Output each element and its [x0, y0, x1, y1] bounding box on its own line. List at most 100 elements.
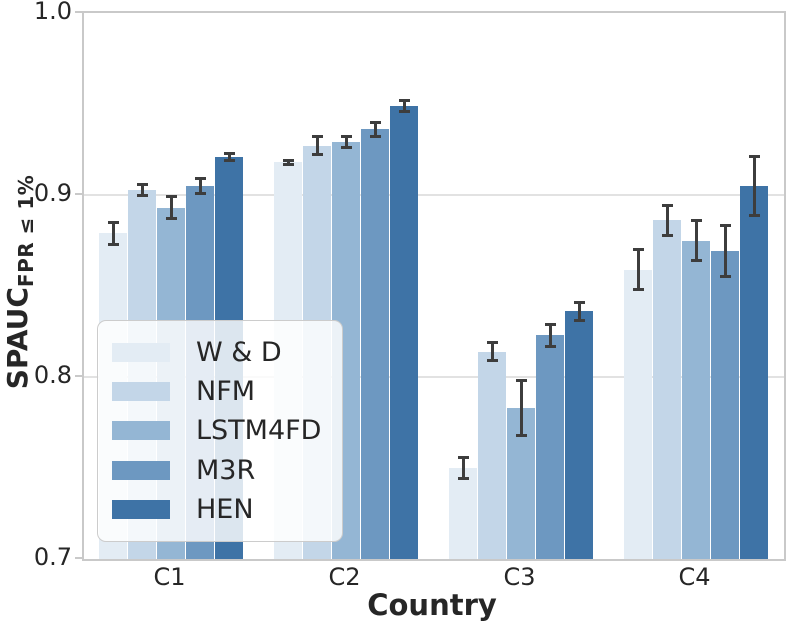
- error-bar-cap: [573, 319, 585, 323]
- error-bar-cap: [486, 340, 498, 344]
- error-bar-cap: [165, 195, 177, 199]
- x-tick-label: C2: [328, 563, 361, 591]
- error-bar-cap: [632, 248, 644, 252]
- error-bar: [636, 249, 640, 290]
- error-bar: [373, 122, 377, 137]
- legend-item: LSTM4FD: [112, 417, 328, 444]
- error-bar-cap: [194, 177, 206, 181]
- legend-swatch: [112, 421, 170, 441]
- bar: [624, 269, 652, 559]
- error-bar-cap: [515, 433, 527, 437]
- error-bar-cap: [690, 218, 702, 222]
- x-tick-label: C3: [503, 563, 536, 591]
- error-bar-cap: [690, 259, 702, 263]
- error-bar: [665, 205, 669, 236]
- y-tick-label: 0.8: [33, 361, 72, 389]
- error-bar: [519, 380, 523, 436]
- error-bar: [111, 222, 115, 245]
- error-bar: [723, 225, 727, 277]
- error-bar-cap: [369, 135, 381, 139]
- error-bar-cap: [398, 109, 410, 113]
- y-tick-mark: [75, 375, 83, 377]
- legend-item: HEN: [112, 496, 328, 523]
- error-bar-cap: [311, 135, 323, 139]
- legend-label: M3R: [196, 454, 256, 486]
- error-bar: [694, 220, 698, 261]
- error-bar-cap: [748, 155, 760, 159]
- bar: [682, 240, 710, 559]
- error-bar: [344, 136, 348, 148]
- error-bar-cap: [457, 477, 469, 481]
- bar: [361, 129, 389, 559]
- y-tick-mark: [75, 557, 83, 559]
- y-axis-title-main: SPAUC: [1, 287, 35, 390]
- gridline: [84, 194, 784, 196]
- error-bar-cap: [632, 288, 644, 292]
- legend: W & D NFM LSTM4FD M3R HEN: [97, 320, 343, 542]
- x-axis-title: Country: [367, 588, 497, 622]
- error-bar-cap: [223, 158, 235, 162]
- error-bar-cap: [136, 193, 148, 197]
- error-bar: [286, 160, 290, 165]
- legend-label: HEN: [196, 493, 254, 525]
- error-bar-cap: [223, 151, 235, 155]
- bar: [653, 220, 681, 559]
- error-bar: [752, 156, 756, 215]
- error-bar-cap: [282, 162, 294, 166]
- legend-swatch: [112, 382, 170, 402]
- legend-label: NFM: [196, 376, 256, 408]
- error-bar-cap: [661, 204, 673, 208]
- error-bar: [198, 178, 202, 194]
- bar: [478, 351, 506, 559]
- y-tick-mark: [75, 11, 83, 13]
- error-bar: [461, 457, 465, 479]
- legend-item: M3R: [112, 457, 328, 484]
- error-bar-cap: [107, 242, 119, 246]
- legend-swatch: [112, 343, 170, 363]
- bar: [449, 468, 477, 559]
- gridline: [84, 376, 784, 378]
- bar: [565, 311, 593, 559]
- y-tick-label: 0.9: [33, 179, 72, 207]
- error-bar-cap: [719, 224, 731, 228]
- error-bar-cap: [457, 455, 469, 459]
- bar: [390, 105, 418, 559]
- legend-label: LSTM4FD: [196, 415, 322, 447]
- x-tick-label: C4: [678, 563, 711, 591]
- bar: [536, 335, 564, 559]
- legend-item: W & D: [112, 339, 328, 366]
- legend-swatch: [112, 499, 170, 519]
- x-tick-label: C1: [153, 563, 186, 591]
- error-bar-cap: [165, 217, 177, 221]
- error-bar-cap: [573, 300, 585, 304]
- error-bar-cap: [544, 344, 556, 348]
- error-bar: [315, 136, 319, 155]
- legend-item: NFM: [112, 378, 328, 405]
- error-bar: [490, 342, 494, 361]
- error-bar-cap: [136, 182, 148, 186]
- error-bar: [227, 153, 231, 161]
- error-bar-cap: [515, 379, 527, 383]
- error-bar: [577, 302, 581, 321]
- y-tick-label: 1.0: [33, 0, 72, 25]
- error-bar-cap: [311, 153, 323, 157]
- legend-label: W & D: [196, 337, 282, 369]
- error-bar-cap: [398, 98, 410, 102]
- bar: [740, 185, 768, 559]
- y-tick-mark: [75, 193, 83, 195]
- error-bar-cap: [340, 135, 352, 139]
- error-bar-cap: [748, 213, 760, 217]
- error-bar-cap: [107, 220, 119, 224]
- error-bar-cap: [369, 120, 381, 124]
- error-bar: [402, 100, 406, 112]
- error-bar-cap: [544, 322, 556, 326]
- error-bar: [548, 324, 552, 347]
- legend-swatch: [112, 460, 170, 480]
- y-axis-title: SPAUCFPR ≤ 1%: [1, 175, 38, 390]
- error-bar-cap: [661, 233, 673, 237]
- error-bar-cap: [282, 158, 294, 162]
- error-bar-cap: [719, 275, 731, 279]
- error-bar-cap: [486, 359, 498, 363]
- error-bar: [140, 184, 144, 195]
